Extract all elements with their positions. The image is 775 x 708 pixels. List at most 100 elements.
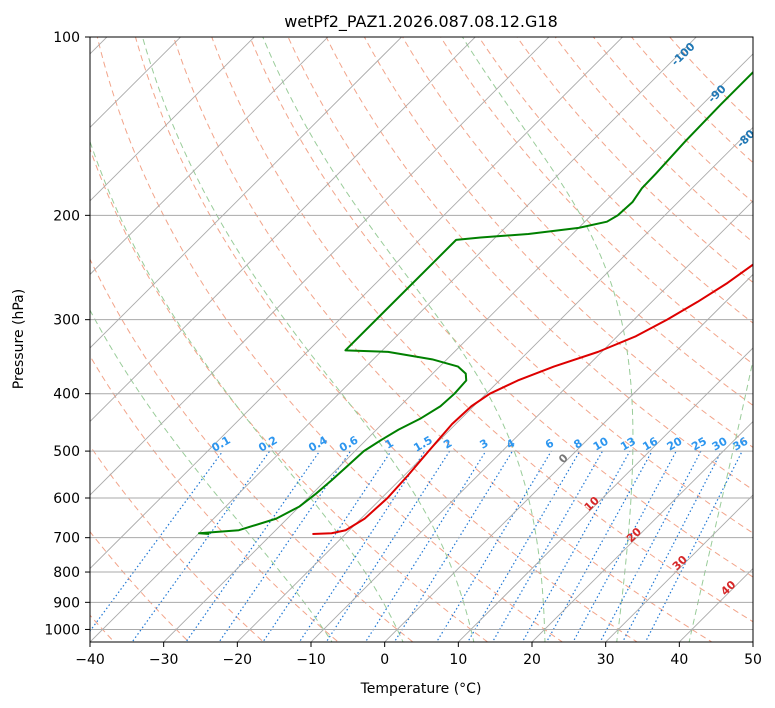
isotherm--40 — [90, 37, 697, 642]
mixing-ratio-1 — [262, 450, 392, 642]
mixing-ratio-20 — [572, 450, 677, 642]
dry-adiabat-80 — [325, 37, 753, 491]
isotherm-50 — [752, 641, 753, 642]
x-axis-label: Temperature (°C) — [360, 681, 482, 697]
mixing-ratio-6 — [435, 450, 552, 642]
moist-adiabat-30 — [461, 37, 634, 642]
x-tick-label: 30 — [597, 652, 615, 668]
isotherm--30 — [163, 53, 753, 642]
isotherm--20 — [236, 126, 753, 642]
moist-adiabats — [90, 37, 753, 642]
y-tick-label: 300 — [53, 313, 80, 329]
isotherm-10 — [457, 347, 753, 642]
dry-adiabats — [90, 37, 753, 642]
mixing-ratio-2 — [325, 450, 451, 642]
mixing-ratio-lines — [90, 450, 743, 642]
dewpoint-profile-line — [198, 70, 753, 535]
y-axis-ticks: 1000 900 800 700 600 500 400 300 200 100 — [44, 30, 90, 638]
x-tick-label: 0 — [380, 652, 389, 668]
dry-adiabat-50 — [211, 37, 753, 623]
dry-adiabat-20 — [96, 37, 564, 642]
plot-area: 0.1 0.2 0.4 0.6 1 1.5 2 3 4 6 8 10 13 16 20 25 30 36-100-… — [0, 10, 775, 654]
mixing-ratio-0.4 — [185, 450, 321, 642]
mixing-ratio-label: 2 — [441, 437, 454, 452]
temp-label-cold: -70 — [758, 177, 775, 200]
dry-adiabat-60 — [249, 37, 753, 578]
isotherm--90 — [90, 37, 329, 276]
moist-adiabat-10 — [142, 37, 475, 642]
mixing-ratio-label: 3 — [478, 437, 491, 452]
dry-adiabat-150 — [592, 37, 753, 203]
dry-adiabat-40 — [173, 37, 713, 642]
mixing-ratio-0.1 — [90, 450, 224, 633]
mixing-ratio-10 — [491, 450, 604, 642]
y-tick-label: 1000 — [44, 622, 80, 638]
mixing-ratio-8 — [467, 450, 581, 642]
mixing-ratio-4 — [393, 450, 513, 642]
mixing-ratio-16 — [545, 450, 653, 642]
dry-adiabat-140 — [554, 37, 753, 243]
x-tick-label: 40 — [670, 652, 688, 668]
temp-label-cold: -80 — [734, 127, 758, 150]
dry-adiabat--10 — [90, 355, 339, 642]
x-tick-label: −30 — [149, 652, 179, 668]
dry-adiabat-130 — [516, 37, 753, 284]
y-tick-label: 600 — [53, 491, 80, 507]
moist-adiabat-20 — [262, 37, 546, 642]
mixing-ratio-label: 4 — [504, 436, 517, 451]
x-tick-label: −20 — [223, 652, 253, 668]
dry-adiabat-90 — [363, 37, 753, 448]
y-tick-label: 700 — [53, 531, 80, 547]
isotherm--60 — [90, 37, 550, 496]
dry-adiabat-120 — [478, 37, 753, 324]
mixing-ratio-13 — [521, 450, 631, 642]
isotherm-20 — [531, 420, 753, 642]
series-lines — [198, 70, 753, 535]
temp-label-warm: 20 — [624, 525, 644, 545]
temp-label-warm: 40 — [718, 578, 738, 598]
temperature-profile-line — [312, 263, 753, 535]
x-tick-label: 10 — [449, 652, 467, 668]
temp-label-cold: -90 — [705, 82, 729, 105]
isotherm--10 — [310, 200, 753, 642]
isotherm--70 — [90, 37, 476, 423]
x-axis-ticks: −40 −30 −20 −10 0 10 20 30 40 50 — [75, 642, 762, 668]
mixing-ratio-36 — [644, 450, 743, 642]
x-tick-label: 20 — [523, 652, 541, 668]
dry-adiabat-110 — [440, 37, 753, 365]
dry-adiabat-10 — [90, 147, 489, 642]
mixing-ratio-1.5 — [298, 450, 426, 642]
isobars — [90, 37, 753, 630]
moist-adiabat-40 — [688, 357, 753, 642]
x-tick-label: 50 — [744, 652, 762, 668]
dry-adiabat-100 — [401, 37, 753, 407]
x-tick-label: −40 — [75, 652, 105, 668]
y-tick-label: 200 — [53, 208, 80, 224]
temp-label-warm: 10 — [582, 494, 602, 514]
isotherms — [0, 10, 753, 654]
temp-label-warm: 30 — [670, 553, 690, 573]
y-tick-label: 800 — [53, 565, 80, 581]
isotherm--110 — [90, 37, 182, 129]
isotherm--80 — [90, 37, 403, 349]
y-tick-label: 900 — [53, 595, 80, 611]
y-tick-label: 500 — [53, 444, 80, 460]
temp-label-cold: -100 — [669, 40, 698, 69]
y-tick-label: 100 — [53, 30, 80, 46]
mixing-ratio-label: 6 — [543, 436, 556, 451]
dry-adiabat-30 — [134, 37, 638, 642]
isotherm--50 — [90, 37, 624, 570]
dry-adiabat--20 — [90, 444, 265, 642]
mixing-ratio-0.2 — [131, 450, 271, 642]
chart-title: wetPf2_PAZ1.2026.087.08.12.G18 — [284, 12, 558, 32]
isotherm-0 — [384, 273, 753, 642]
y-axis-label: Pressure (hPa) — [11, 289, 27, 389]
dry-adiabat-160 — [630, 37, 753, 164]
background-labels: 0.1 0.2 0.4 0.6 1 1.5 2 3 4 6 8 10 13 16 20 25 30 36-100-… — [209, 40, 775, 598]
isotherm--100 — [90, 37, 255, 202]
moist-adiabat--10 — [90, 309, 333, 642]
isotherm--130 — [0, 10, 60, 654]
dry-adiabat-70 — [287, 37, 753, 534]
plot-frame — [89, 36, 754, 643]
